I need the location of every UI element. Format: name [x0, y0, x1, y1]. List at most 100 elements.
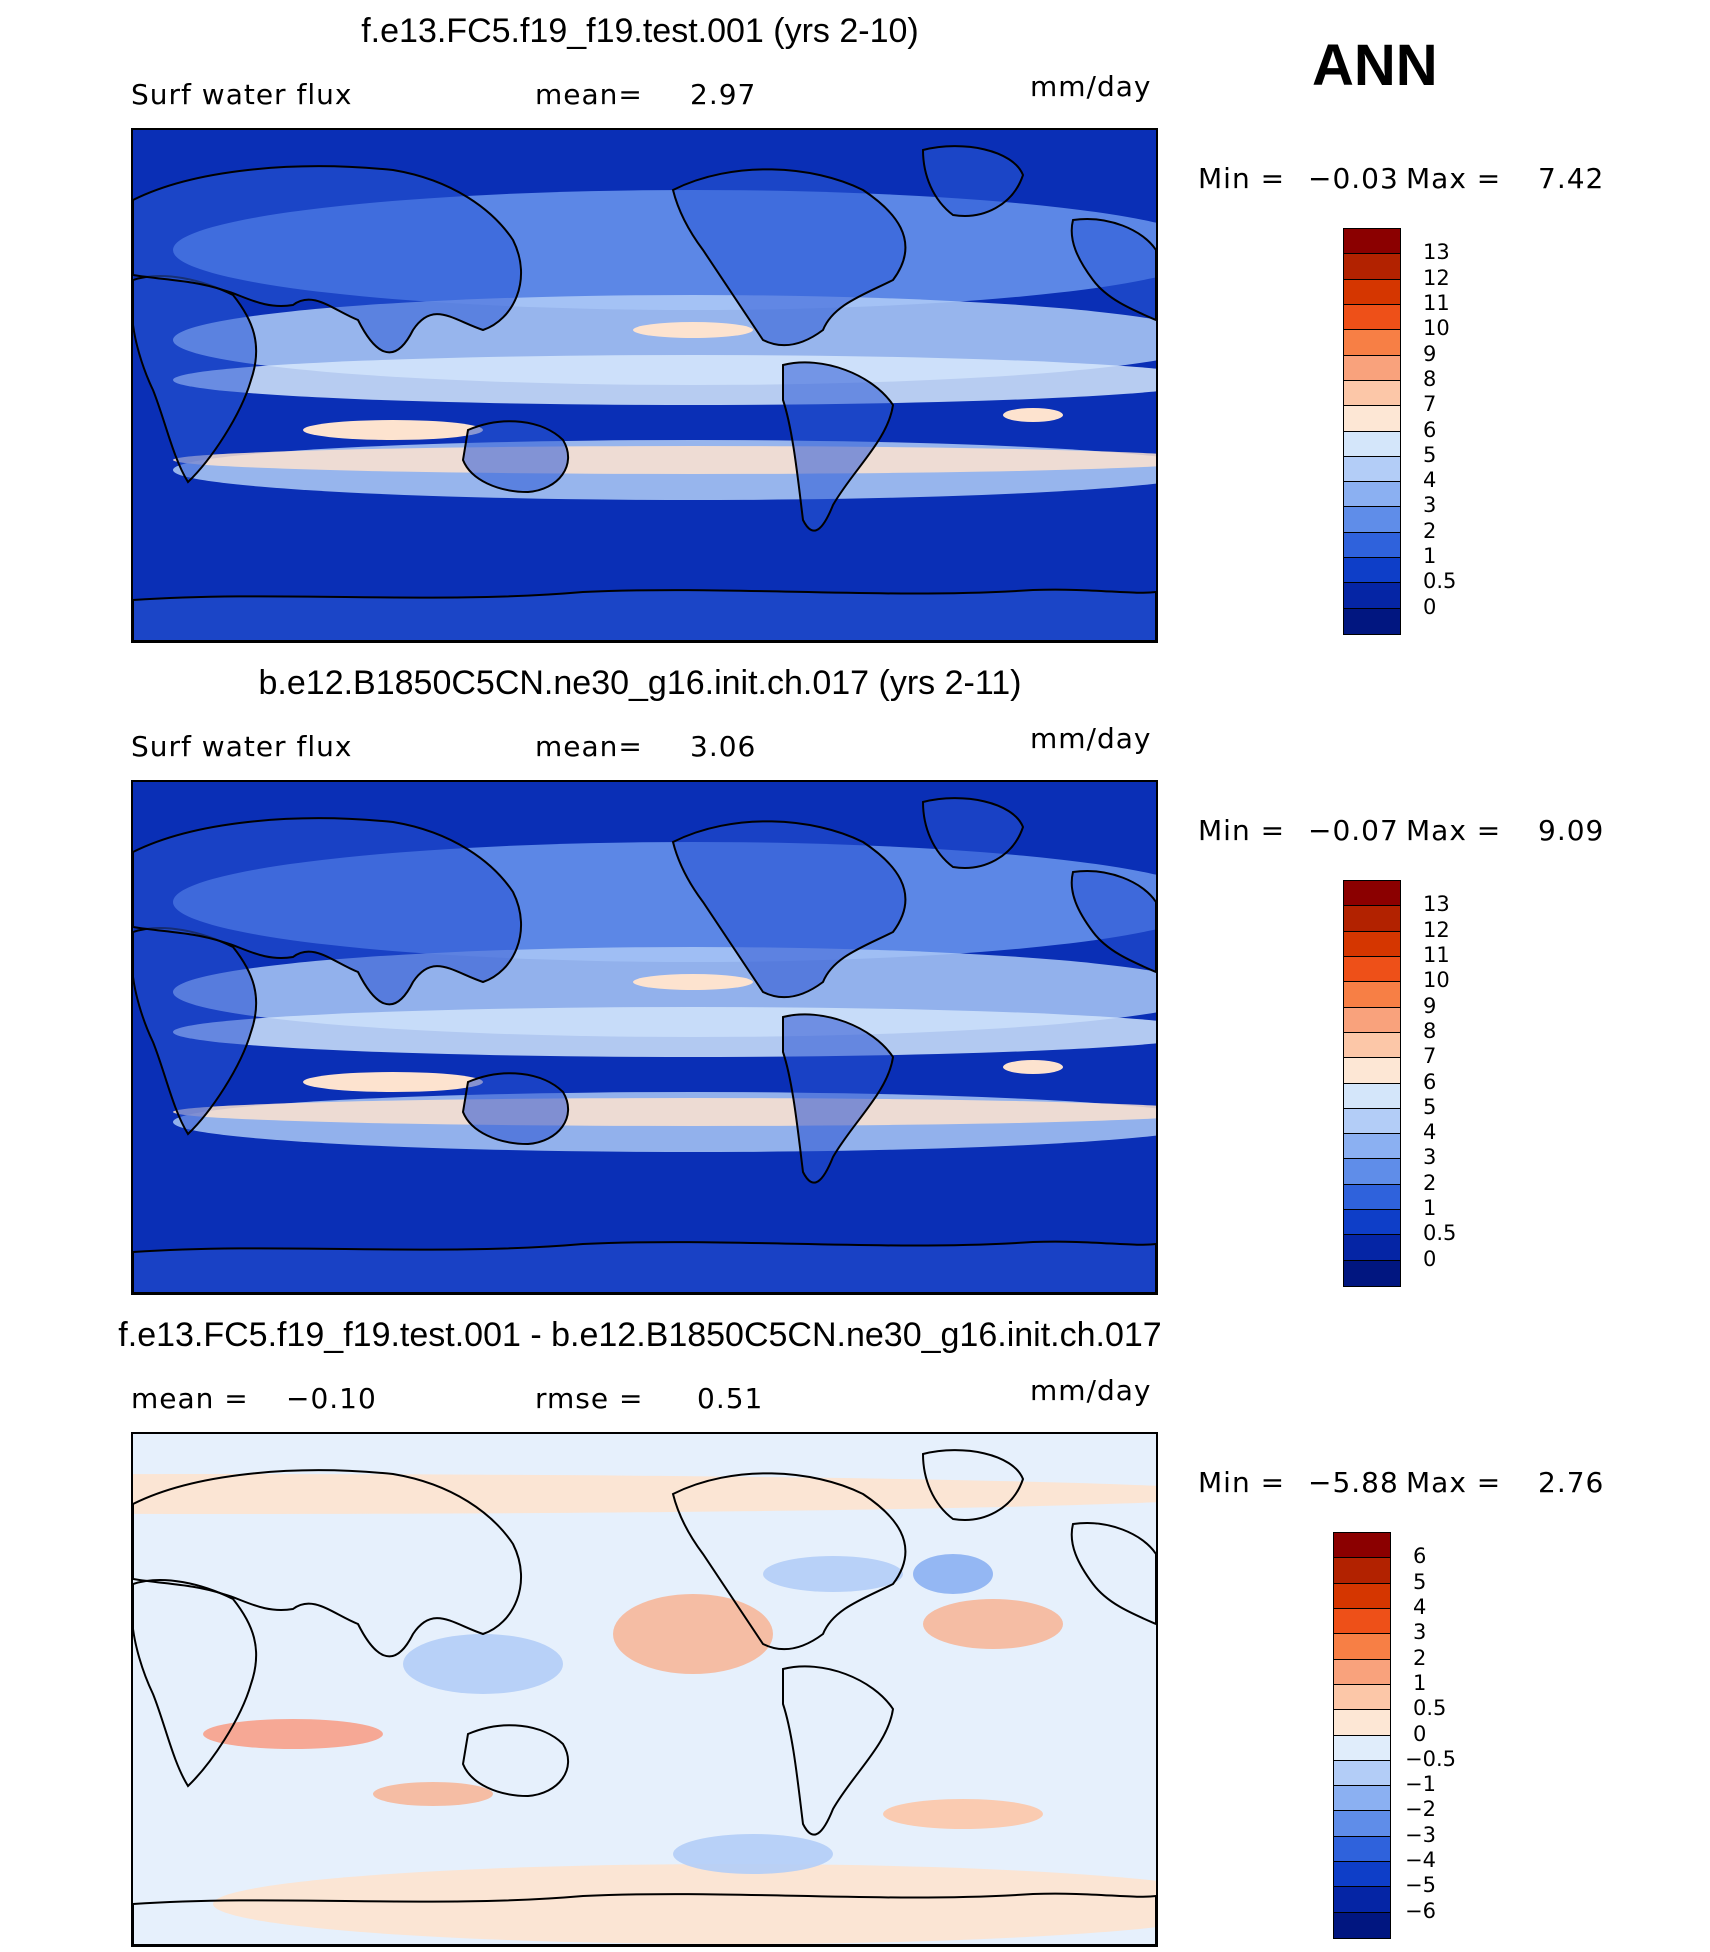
colorbar-level-label: 6	[1423, 417, 1437, 442]
colorbar-swatch	[1343, 1057, 1401, 1084]
antarctica-outline	[133, 1892, 1156, 1945]
colorbar-swatch	[1343, 1259, 1401, 1287]
panel-1-max-label: Max =	[1406, 162, 1502, 195]
colorbar-swatch	[1343, 930, 1401, 958]
panel-3-max-label: Max =	[1406, 1466, 1502, 1499]
panel-3-map	[131, 1432, 1158, 1947]
panel-2-min-label: Min =	[1198, 814, 1286, 847]
panel-1-title: f.e13.FC5.f19_f19.test.001 (yrs 2-10)	[361, 12, 919, 50]
colorbar-swatch	[1333, 1886, 1391, 1914]
flux-maximum	[303, 1072, 483, 1092]
colorbar-swatch	[1333, 1785, 1391, 1812]
colorbar-swatch	[1333, 1582, 1391, 1610]
colorbar-level-label: −5	[1405, 1873, 1436, 1898]
colorbar-level-label: 4	[1423, 1120, 1437, 1145]
antarctica-outline	[133, 588, 1156, 641]
north-america-outline	[671, 1472, 907, 1651]
difference-patch	[883, 1799, 1043, 1829]
colorbar-swatch	[1343, 1133, 1401, 1160]
difference-patch	[403, 1634, 563, 1694]
colorbar-swatch	[1343, 1158, 1401, 1186]
colorbar-swatch	[1343, 607, 1401, 635]
europe-west-outline	[1070, 870, 1156, 974]
colorbar-swatch	[1343, 329, 1401, 357]
colorbar-swatch	[1343, 253, 1401, 281]
colorbar-level-label: 0.5	[1423, 569, 1457, 594]
colorbar-level-label: 11	[1423, 942, 1450, 967]
panel-1-map-svg	[133, 130, 1156, 641]
colorbar-swatch	[1343, 405, 1401, 432]
colorbar-swatch	[1343, 1082, 1401, 1110]
panel-1-min-label: Min =	[1198, 162, 1286, 195]
eurasia-outline	[133, 817, 522, 1006]
australia-outline	[461, 1724, 569, 1798]
colorbar-level-label: 8	[1423, 1018, 1437, 1043]
colorbar-swatch	[1343, 481, 1401, 508]
colorbar-level-label: 9	[1423, 341, 1437, 366]
colorbar-swatch	[1333, 1607, 1391, 1635]
colorbar-level-label: 9	[1423, 993, 1437, 1018]
colorbar-level-label: 6	[1423, 1069, 1437, 1094]
greenland-outline	[921, 1449, 1025, 1521]
colorbar-swatch	[1343, 981, 1401, 1009]
colorbar-level-label: −1	[1405, 1772, 1436, 1797]
flux-band	[173, 355, 1156, 405]
colorbar-level-label: 4	[1423, 468, 1437, 493]
australia-outline	[461, 1072, 569, 1146]
panel-2-variable: Surf water flux	[131, 730, 353, 763]
panel-3-max-value: 2.76	[1538, 1466, 1605, 1499]
panel-3-rmse-label: rmse =	[535, 1382, 644, 1415]
colorbar-swatch	[1333, 1532, 1391, 1559]
colorbar-level-label: 3	[1413, 1620, 1427, 1645]
greenland-outline	[921, 797, 1025, 869]
panel-2-map	[131, 780, 1158, 1295]
difference-patch	[373, 1782, 493, 1806]
colorbar-swatch	[1343, 1234, 1401, 1262]
south-america-outline	[782, 1013, 895, 1184]
colorbar-level-label: 5	[1423, 1094, 1437, 1119]
panel-1-colorbar: 13 12 11 10 9 8 7 6 5 4 3 2 1 0.5 0	[1343, 228, 1463, 635]
panel-2-mean-label: mean=	[535, 730, 643, 763]
difference-patch	[913, 1554, 993, 1594]
panel-1-mean-label: mean=	[535, 78, 643, 111]
colorbar-level-label: 2	[1413, 1645, 1427, 1670]
colorbar-swatch	[1333, 1911, 1391, 1939]
colorbar-level-label: 0.5	[1423, 1221, 1457, 1246]
colorbar-swatch	[1343, 430, 1401, 458]
colorbar-swatch	[1333, 1861, 1391, 1888]
panel-2-max-label: Max =	[1406, 814, 1502, 847]
panel-1-variable: Surf water flux	[131, 78, 353, 111]
panel-2-map-svg	[133, 782, 1156, 1293]
panel-2-mean-value: 3.06	[690, 730, 757, 763]
colorbar-level-label: 0.5	[1413, 1696, 1447, 1721]
colorbar-swatch	[1343, 379, 1401, 407]
colorbar-level-label: −6	[1405, 1898, 1436, 1923]
panel-1-mean-value: 2.97	[690, 78, 757, 111]
colorbar-swatch	[1343, 354, 1401, 382]
colorbar-swatch	[1333, 1633, 1391, 1661]
flux-maximum	[303, 420, 483, 440]
colorbar-level-label: 5	[1413, 1569, 1427, 1594]
colorbar-level-label: 0	[1423, 594, 1437, 619]
australia-outline	[461, 420, 569, 494]
colorbar-swatch	[1343, 303, 1401, 331]
colorbar-swatch	[1333, 1709, 1391, 1736]
flux-band	[173, 446, 1156, 474]
flux-band	[173, 1007, 1156, 1057]
colorbar-swatch	[1343, 1006, 1401, 1034]
colorbar-level-label: 0	[1423, 1246, 1437, 1271]
colorbar-level-label: 7	[1423, 1044, 1437, 1069]
colorbar-swatch	[1343, 557, 1401, 584]
panel-3-map-svg	[133, 1434, 1156, 1945]
colorbar-swatch	[1343, 1031, 1401, 1059]
colorbar-swatch	[1343, 278, 1401, 306]
colorbar-swatch	[1333, 1557, 1391, 1585]
colorbar-level-label: 3	[1423, 493, 1437, 518]
panel-3-min-value: −5.88	[1308, 1466, 1399, 1499]
colorbar-level-label: 5	[1423, 442, 1437, 467]
flux-maximum	[1003, 1060, 1063, 1074]
colorbar-level-label: 12	[1423, 917, 1450, 942]
north-america-outline	[671, 820, 907, 999]
colorbar-swatch	[1333, 1810, 1391, 1838]
colorbar-level-label: 1	[1423, 544, 1437, 569]
